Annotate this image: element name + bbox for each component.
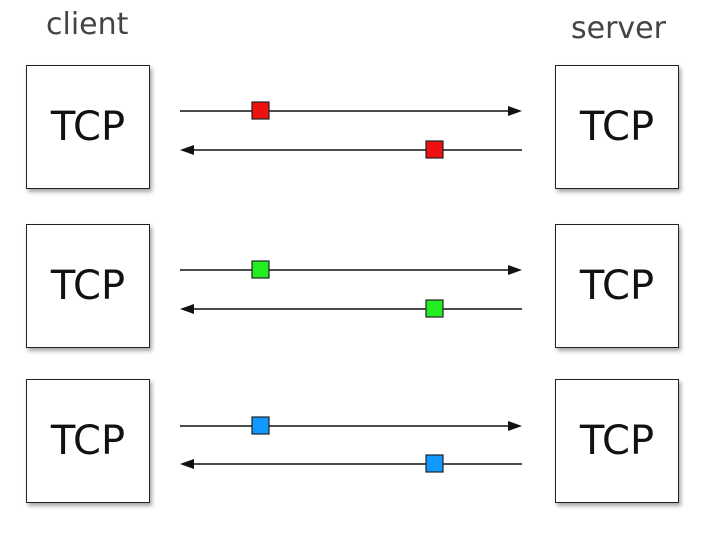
- inbound-arrowhead-2: [180, 304, 194, 314]
- inbound-arrowhead-1: [180, 145, 194, 155]
- client-label: client: [46, 7, 129, 42]
- server-tcp-box-1: TCP: [555, 65, 679, 189]
- server-label: server: [571, 11, 666, 46]
- outbound-packet-2: [251, 260, 270, 279]
- connection-1: [180, 101, 522, 159]
- client-tcp-box-2: TCP: [26, 224, 150, 348]
- inbound-arrowhead-3: [180, 459, 194, 469]
- outbound-arrowhead-3: [508, 421, 522, 431]
- inbound-packet-3: [425, 454, 444, 473]
- server-tcp-label-2: TCP: [579, 263, 655, 309]
- server-tcp-label-1: TCP: [579, 104, 655, 150]
- outbound-arrowhead-1: [508, 106, 522, 116]
- client-tcp-label-1: TCP: [50, 104, 126, 150]
- connection-3: [180, 416, 522, 473]
- connection-2: [180, 260, 522, 318]
- server-tcp-box-2: TCP: [555, 224, 679, 348]
- outbound-arrowhead-2: [508, 265, 522, 275]
- inbound-packet-2: [425, 299, 444, 318]
- inbound-packet-1: [425, 140, 444, 159]
- client-tcp-label-3: TCP: [50, 418, 126, 464]
- client-tcp-box-3: TCP: [26, 379, 150, 503]
- outbound-packet-3: [251, 416, 270, 435]
- outbound-packet-1: [251, 101, 270, 120]
- server-tcp-box-3: TCP: [555, 379, 679, 503]
- server-tcp-label-3: TCP: [579, 418, 655, 464]
- client-tcp-box-1: TCP: [26, 65, 150, 189]
- client-tcp-label-2: TCP: [50, 263, 126, 309]
